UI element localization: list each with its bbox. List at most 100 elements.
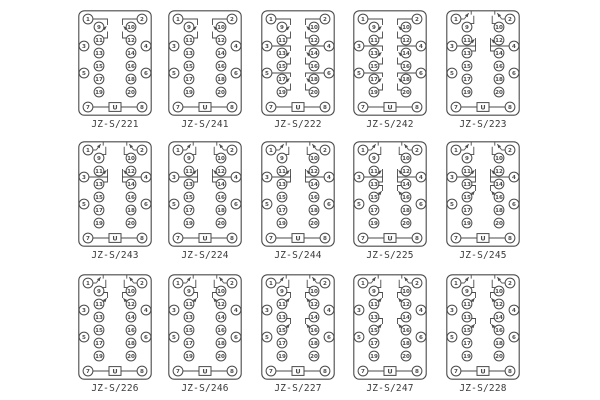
terminal-1: [357, 13, 369, 25]
contact-arrow-icon: [377, 298, 382, 303]
contact-wire: [212, 292, 217, 298]
terminal-5: [446, 67, 458, 79]
contact-3-11-13: [456, 38, 510, 52]
terminal-12: [215, 165, 227, 177]
terminal-16: [493, 60, 505, 72]
terminal-8: [319, 101, 331, 113]
terminal-8: [136, 365, 148, 377]
contact-arrow-icon: [491, 170, 496, 175]
terminal-15: [183, 191, 195, 203]
terminal-number: 19: [370, 221, 378, 227]
power-box: [476, 366, 490, 376]
terminal-number: 6: [144, 335, 148, 341]
terminal-number: 3: [82, 44, 86, 50]
contact-wire: [306, 279, 311, 289]
terminal-10: [493, 285, 505, 297]
terminal-number: 18: [217, 77, 225, 83]
contact-wire: [286, 175, 291, 183]
terminal-number: 7: [86, 369, 90, 375]
terminal-number: 20: [127, 221, 135, 227]
terminal-8: [504, 101, 516, 113]
contact-9-11: [470, 292, 496, 303]
terminal-number: 8: [415, 236, 419, 242]
terminal-4: [230, 171, 242, 183]
terminal-11: [183, 34, 195, 46]
terminal-number: 16: [217, 328, 225, 334]
terminal-5: [261, 198, 273, 210]
terminal-2: [136, 13, 148, 25]
terminal-9: [183, 152, 195, 164]
terminal-6: [323, 331, 335, 343]
terminal-number: 11: [370, 169, 378, 175]
contact-wire: [271, 72, 291, 77]
terminal-number: 5: [450, 202, 454, 208]
terminal-20: [215, 86, 227, 98]
diagram-label: JZ-S/223: [459, 119, 507, 130]
terminal-18: [125, 204, 137, 216]
power-label: U: [295, 103, 300, 111]
contact-wire: [377, 146, 382, 156]
terminal-number: 1: [86, 281, 90, 287]
terminal-number: 15: [95, 328, 103, 334]
terminal-number: 14: [402, 315, 410, 321]
terminal-6: [508, 331, 520, 343]
contact-arrow-icon: [279, 144, 284, 149]
terminal-number: 19: [463, 221, 471, 227]
terminal-4: [230, 304, 242, 316]
contact-wire: [471, 185, 476, 191]
terminal-9: [276, 152, 288, 164]
terminal-number: 7: [269, 236, 273, 242]
terminal-number: 2: [415, 281, 419, 287]
terminal-9: [93, 152, 105, 164]
terminal-19: [276, 217, 288, 229]
contact-top-1-9: [275, 141, 321, 156]
terminal-number: 12: [495, 38, 503, 44]
terminal-number: 1: [176, 17, 180, 23]
terminal-2: [136, 277, 148, 289]
terminal-14: [493, 311, 505, 323]
relay-diagram-cell: U 1 3 5 7 2 4 6 8 9 11 13 15 17 19 10 12 14 16 18 20 JZ-S/223: [446, 10, 520, 130]
terminal-12: [308, 34, 320, 46]
contact-wire: [286, 31, 291, 39]
terminal-number: 5: [357, 335, 361, 341]
diagram-label: JZ-S/228: [459, 383, 507, 394]
terminal-7: [357, 232, 369, 244]
terminal-12: [493, 34, 505, 46]
relay-diagram-cell: U 1 3 5 7 2 4 6 8 9 11 13 15 17 19 10 12 14 16 18 20 JZ-S/222: [261, 10, 335, 130]
terminal-10: [400, 285, 412, 297]
terminal-number: 10: [402, 289, 410, 295]
terminal-number: 6: [144, 202, 148, 208]
diagram-border: [353, 141, 427, 247]
terminal-number: 18: [127, 208, 135, 214]
terminal-16: [215, 191, 227, 203]
terminal-17: [93, 337, 105, 349]
contact-9-11: [192, 292, 218, 303]
terminal-15: [93, 324, 105, 336]
terminal-number: 20: [495, 354, 503, 360]
contact-arrow-icon: [285, 170, 290, 175]
terminal-8: [319, 365, 331, 377]
contact-3-11-13: [271, 169, 325, 183]
terminal-12: [493, 165, 505, 177]
contact-wire: [275, 18, 291, 25]
terminal-number: 11: [463, 169, 471, 175]
terminal-number: 2: [230, 281, 234, 287]
terminal-number: 18: [495, 208, 503, 214]
terminal-10: [400, 152, 412, 164]
power-label: U: [387, 234, 392, 242]
terminal-7: [82, 232, 94, 244]
terminal-number: 1: [361, 281, 365, 287]
power-box: [291, 102, 305, 112]
terminal-number: 8: [230, 105, 234, 111]
contact-arrow-icon: [285, 26, 290, 31]
terminal-number: 9: [97, 289, 101, 295]
power-label: U: [480, 103, 485, 111]
terminal-1: [450, 13, 462, 25]
contact-arrow-icon: [123, 26, 128, 31]
terminal-20: [308, 217, 320, 229]
terminal-number: 8: [508, 369, 512, 375]
terminal-number: 2: [323, 17, 327, 23]
terminal-number: 1: [269, 17, 273, 23]
